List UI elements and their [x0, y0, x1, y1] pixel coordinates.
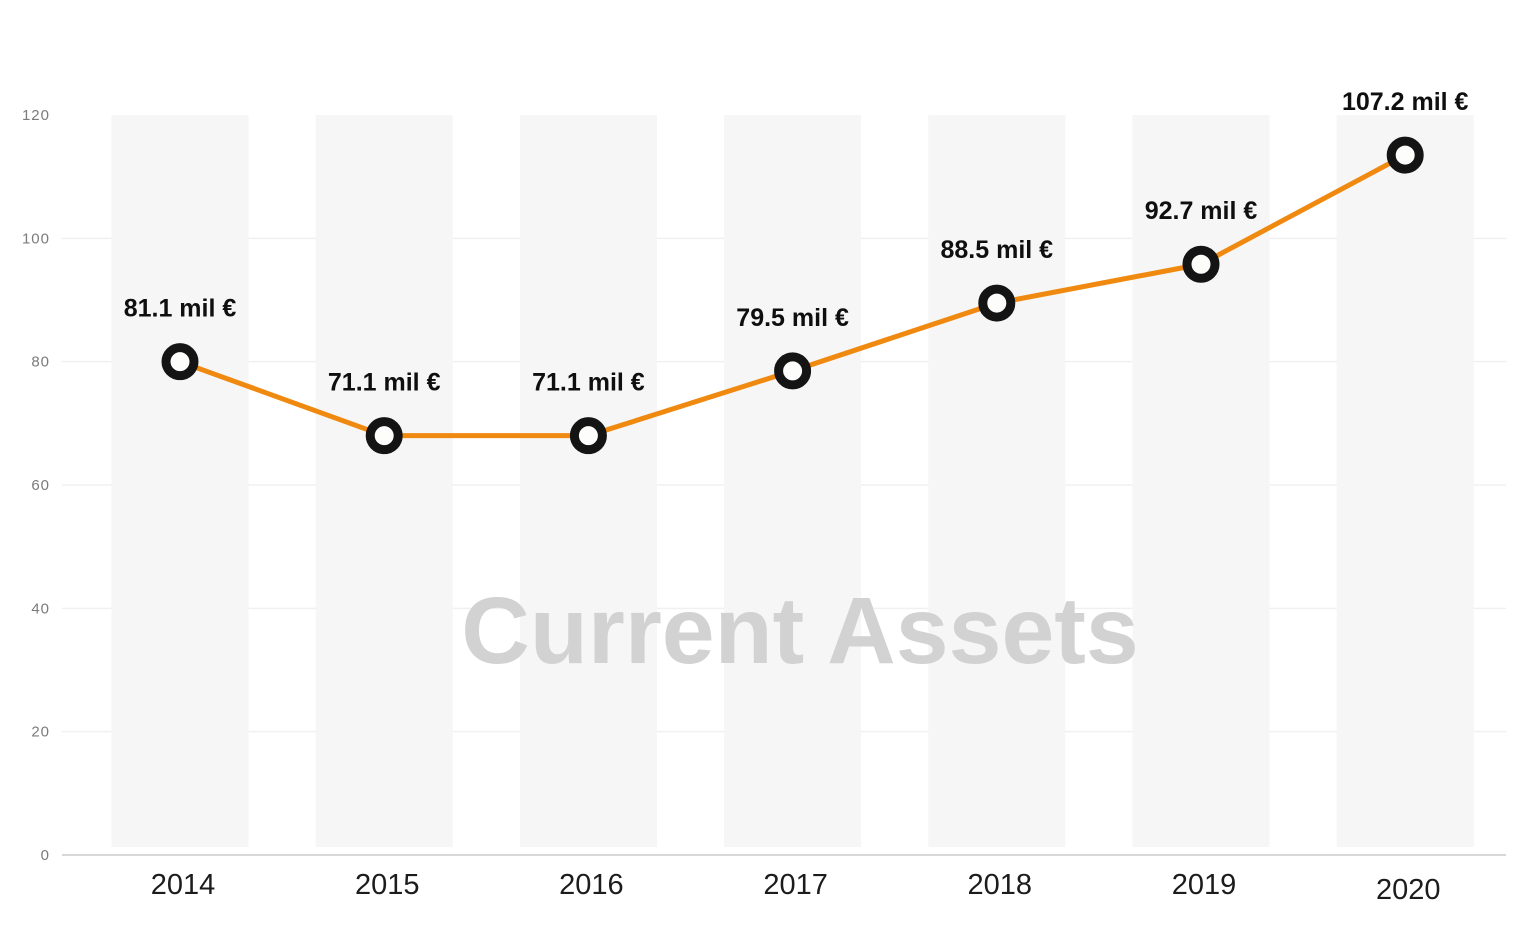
y-tick-label: 120 — [22, 107, 50, 124]
data-point-label: 88.5 mil € — [941, 236, 1054, 264]
column-band — [1336, 115, 1474, 847]
column-band — [315, 115, 453, 847]
column-band — [928, 115, 1066, 847]
x-tick-label: 2017 — [763, 869, 828, 901]
y-axis-labels: 0 20 40 60 80 100 120 — [22, 107, 50, 864]
data-point-marker — [365, 417, 403, 455]
data-point-label: 71.1 mil € — [328, 369, 441, 397]
x-tick-label: 2014 — [151, 869, 216, 901]
data-point-labels: 81.1 mil € 71.1 mil € 71.1 mil € 79.5 mil €… — [124, 88, 1469, 397]
data-point-label: 92.7 mil € — [1145, 197, 1258, 225]
y-tick-label: 20 — [31, 724, 50, 741]
data-point-label: 71.1 mil € — [532, 369, 645, 397]
data-point-label: 79.5 mil € — [736, 304, 849, 332]
y-tick-label: 100 — [22, 230, 50, 247]
x-tick-label: 2020 — [1376, 874, 1441, 906]
x-tick-label: 2019 — [1172, 869, 1237, 901]
y-tick-label: 60 — [31, 477, 50, 494]
y-tick-label: 0 — [41, 847, 50, 864]
x-axis-labels: 2014 2015 2016 2017 2018 2019 2020 — [151, 869, 1441, 906]
data-point-marker — [161, 343, 199, 381]
y-tick-label: 40 — [31, 600, 50, 617]
y-tick-label: 80 — [31, 354, 50, 371]
data-point-markers — [161, 136, 1424, 455]
data-point-marker — [978, 284, 1016, 322]
data-point-marker — [774, 352, 812, 390]
column-band — [724, 115, 862, 847]
data-point-marker — [1182, 245, 1220, 283]
data-point-marker — [1386, 136, 1424, 174]
data-point-label: 107.2 mil € — [1342, 88, 1469, 116]
column-bands — [111, 115, 1474, 847]
column-band — [519, 115, 657, 847]
x-tick-label: 2018 — [968, 869, 1033, 901]
x-tick-label: 2015 — [355, 869, 420, 901]
column-band — [111, 115, 249, 847]
watermark-text: Current Assets — [461, 578, 1139, 684]
data-point-marker — [569, 417, 607, 455]
data-point-label: 81.1 mil € — [124, 295, 237, 323]
x-tick-label: 2016 — [559, 869, 624, 901]
